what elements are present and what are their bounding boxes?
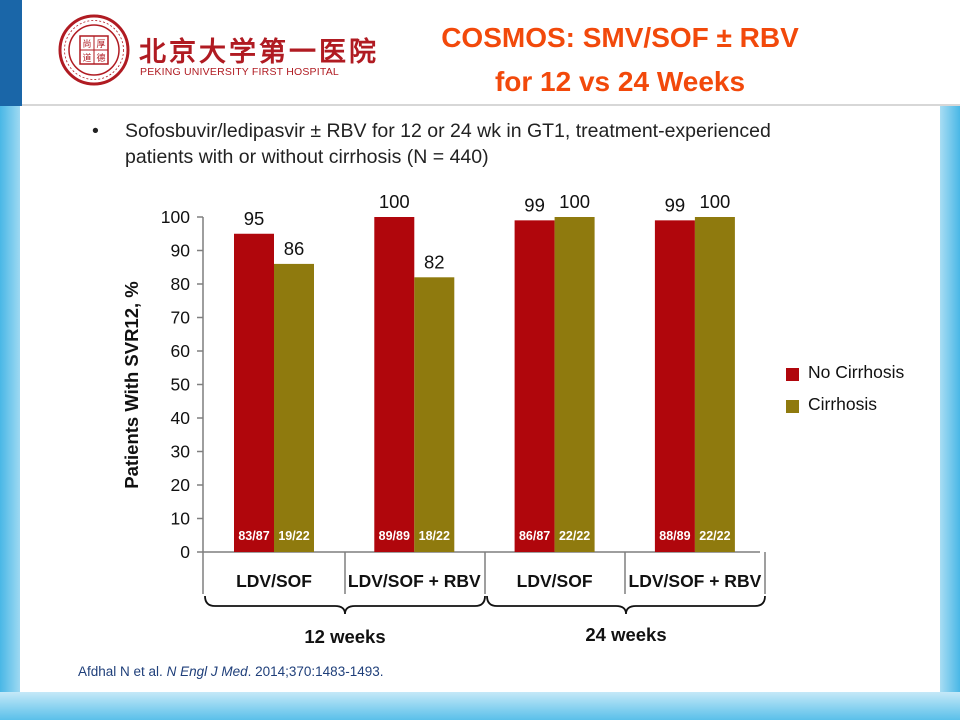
bar-cirrhosis [554,217,595,552]
y-axis-title: Patients With SVR12, % [121,281,142,489]
citation-authors: Afdhal N et al. [78,664,167,679]
frame-bottom [0,692,960,720]
legend-label-cirrhosis: Cirrhosis [808,394,878,414]
bar-count-label: 22/22 [699,529,730,543]
y-tick-label: 50 [171,375,191,395]
bar-count-label: 18/22 [419,529,450,543]
bar-value-label: 100 [379,191,410,212]
y-tick-label: 90 [171,241,191,261]
hospital-name-chinese: 北京大学第一医院 [139,37,379,68]
legend-label-no-cirrhosis: No Cirrhosis [808,362,905,382]
x-category-label: LDV/SOF + RBV [629,571,762,591]
bar-value-label: 95 [244,208,265,229]
hospital-name-english: PEKING UNIVERSITY FIRST HOSPITAL [140,66,339,78]
bar-no-cirrhosis [374,217,415,552]
title-line-2: for 12 vs 24 Weeks [494,66,746,97]
svg-text:德: 德 [96,52,105,64]
bullet-line-2: patients with or without cirrhosis (N = … [125,146,489,168]
group-label: 24 weeks [585,624,666,645]
bar-count-label: 86/87 [519,529,550,543]
y-tick-label: 0 [180,542,190,562]
x-category-label: LDV/SOF [236,571,312,591]
citation: Afdhal N et al. N Engl J Med. 2014;370:1… [78,664,383,679]
y-tick-label: 100 [161,207,190,227]
slide-title: COSMOS: SMV/SOF ± RBV for 12 vs 24 Weeks [380,16,860,104]
bar-value-label: 99 [524,194,545,215]
y-tick-label: 30 [171,442,191,462]
svg-text:厚: 厚 [96,39,105,50]
group-label: 12 weeks [304,626,385,647]
svg-text:尚: 尚 [82,38,91,50]
legend-swatch-no-cirrhosis [786,368,799,381]
svg-text:道: 道 [82,52,91,64]
bar-cirrhosis [274,263,314,552]
citation-journal: N Engl J Med [166,664,248,679]
bar-no-cirrhosis [514,220,555,552]
bullet-line-1: Sofosbuvir/ledipasvir ± RBV for 12 or 24… [125,120,771,142]
bar-value-label: 100 [699,191,730,212]
bar-count-label: 83/87 [238,529,269,543]
bar-cirrhosis [414,277,455,552]
y-tick-label: 40 [171,408,191,428]
bar-cirrhosis [694,217,735,552]
frame-left-accent [0,0,22,106]
bar-value-label: 100 [559,191,590,212]
bar-count-label: 89/89 [379,529,410,543]
bar-value-label: 86 [284,238,305,259]
content-area [20,106,940,692]
y-tick-label: 80 [171,274,191,294]
university-seal-logo: 尚 厚 道 德 [58,14,130,86]
x-category-label: LDV/SOF [517,571,593,591]
bar-count-label: 88/89 [659,529,690,543]
bar-value-label: 99 [665,194,686,215]
y-tick-label: 10 [171,509,191,529]
title-line-1: COSMOS: SMV/SOF ± RBV [441,22,799,53]
bar-count-label: 22/22 [559,529,590,543]
group-brace [204,595,486,615]
y-tick-label: 70 [171,308,191,328]
citation-details: . 2014;370:1483-1493. [247,664,384,679]
bar-value-label: 82 [424,251,445,272]
bar-no-cirrhosis [654,220,695,552]
x-category-label: LDV/SOF + RBV [348,571,481,591]
frame-left [0,0,20,720]
bullet-text: Sofosbuvir/ledipasvir ± RBV for 12 or 24… [125,118,925,170]
legend-swatch-cirrhosis [786,400,799,413]
y-tick-label: 20 [171,475,191,495]
bullet-dot: • [92,120,99,142]
bar-no-cirrhosis [234,233,274,552]
group-brace [486,595,766,615]
header-band [22,0,960,106]
y-tick-label: 60 [171,341,191,361]
frame-right [940,106,960,720]
bar-count-label: 19/22 [278,529,309,543]
